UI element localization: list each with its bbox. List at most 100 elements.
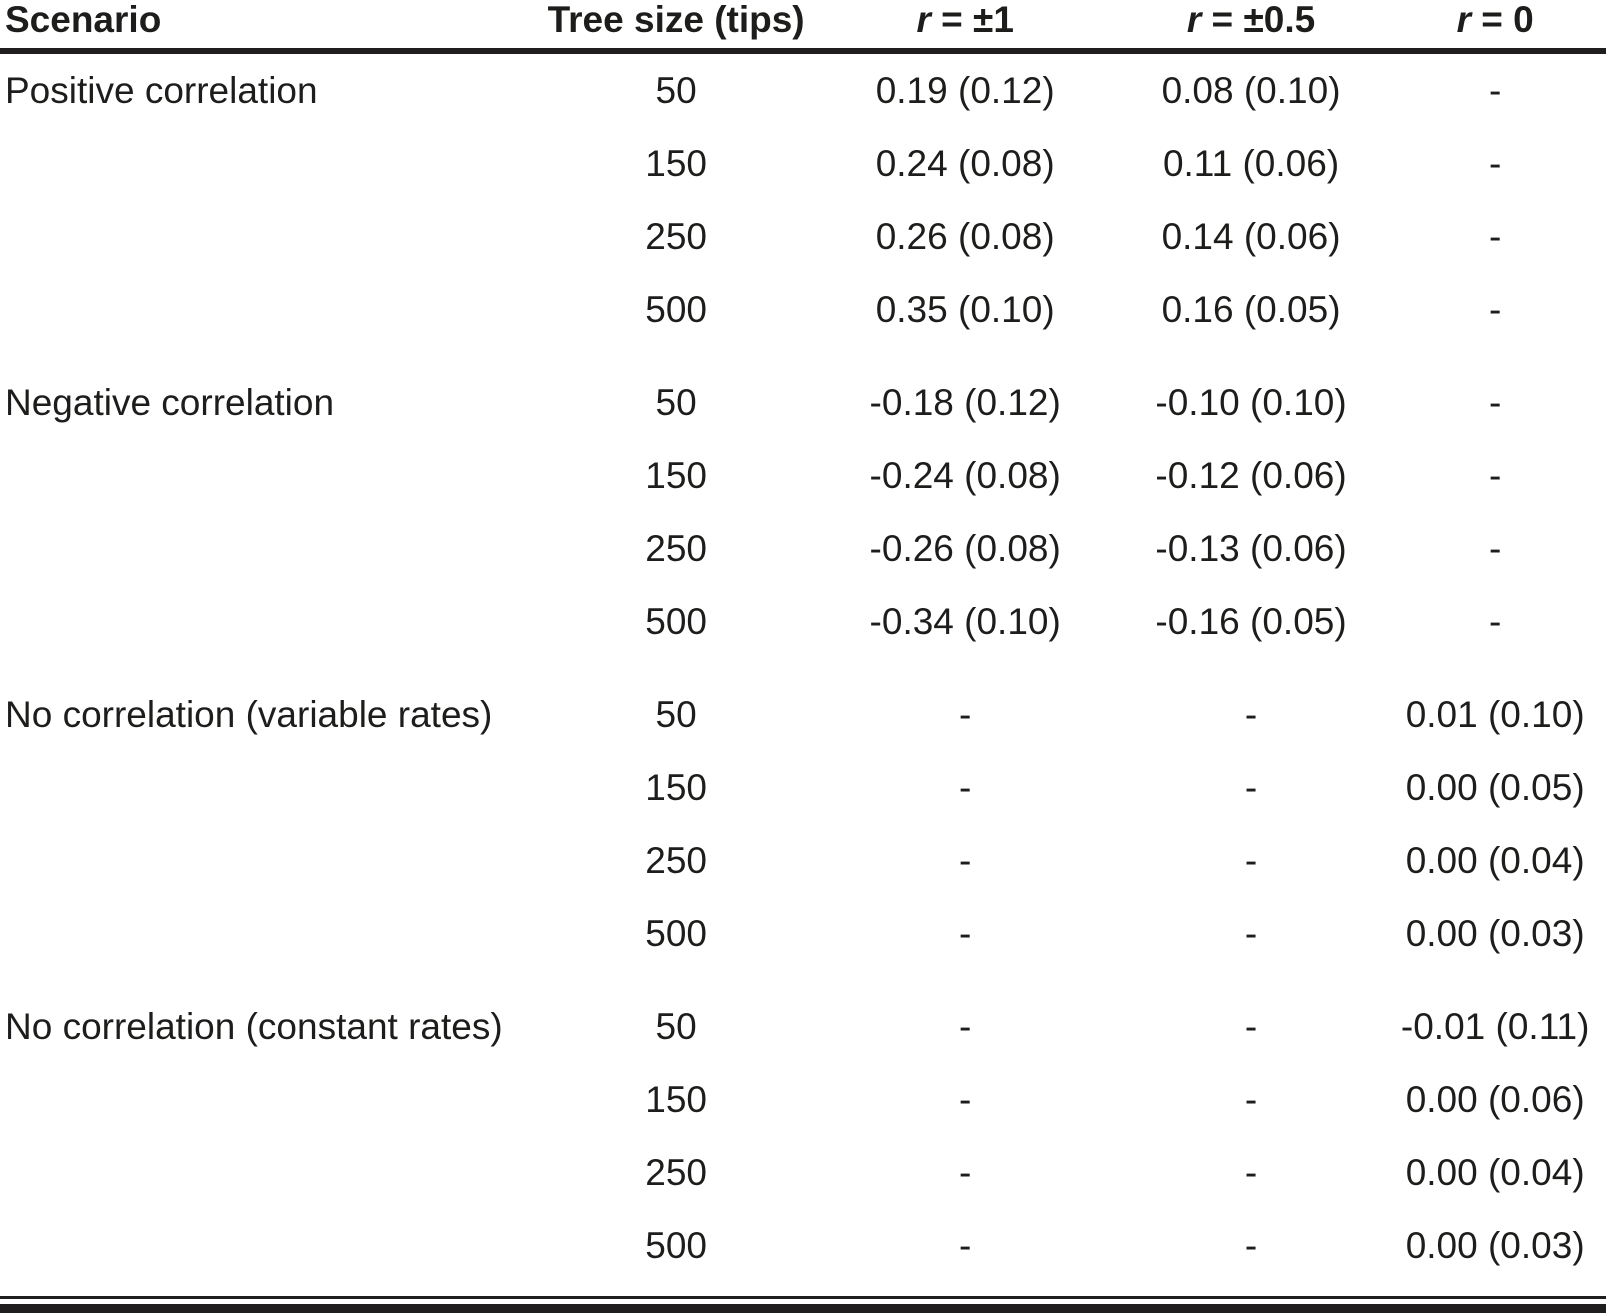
r1-value-cell: 0.26 (0.08) <box>875 215 1055 257</box>
scenario-cell: Positive correlation <box>5 69 318 111</box>
scenario-cell: No correlation (constant rates) <box>5 1005 503 1047</box>
r0-equals-label: = 0 <box>1471 0 1534 40</box>
r1-value-cell: -0.18 (0.12) <box>869 381 1061 423</box>
scenario-cell <box>0 200 540 273</box>
table-header: Scenario Tree size (tips) r = ±1 r = ±0.… <box>0 0 1606 54</box>
r1-value-cell: - <box>959 1151 972 1193</box>
r05-value-cell: 0.11 (0.06) <box>1162 142 1340 184</box>
scenario-cell <box>0 824 540 897</box>
r1-value-cell: - <box>959 1078 972 1120</box>
table-row: 150 - - 0.00 (0.05) <box>0 751 1606 824</box>
r05-value-cell: -0.10 (0.10) <box>1155 381 1347 423</box>
r1-value-cell: - <box>959 912 972 954</box>
tree-size-cell: 50 <box>655 69 697 111</box>
table-bottom-rule <box>0 1296 1606 1313</box>
table-row: Negative correlation 50 -0.18 (0.12) -0.… <box>0 346 1606 439</box>
r0-value-cell: 0.00 (0.03) <box>1405 1224 1585 1266</box>
tree-size-cell: 150 <box>645 1078 707 1120</box>
r0-value-cell: - <box>1489 600 1502 642</box>
r1-value-cell: -0.34 (0.10) <box>869 600 1061 642</box>
tree-size-cell: 500 <box>645 600 707 642</box>
tree-size-cell: 50 <box>655 693 697 735</box>
r05-value-cell: - <box>1244 912 1258 954</box>
table-row: 500 - - 0.00 (0.03) <box>0 1209 1606 1282</box>
table-row: 500 0.35 (0.10) 0.16 (0.05) - <box>0 273 1606 346</box>
tree-size-cell: 500 <box>645 288 707 330</box>
r05-value-cell: 0.14 (0.06) <box>1161 215 1341 257</box>
table-row: 500 -0.34 (0.10) -0.16 (0.05) - <box>0 585 1606 658</box>
r1-equals-label: = ±1 <box>930 0 1014 40</box>
table-body: Positive correlation 50 0.19 (0.12) 0.08… <box>0 51 1606 1282</box>
r1-value-cell: - <box>959 1224 972 1266</box>
scenario-cell <box>0 273 540 346</box>
table-row: 250 - - 0.00 (0.04) <box>0 1136 1606 1209</box>
r0-value-cell: - <box>1489 215 1502 257</box>
tree-size-cell: 150 <box>645 142 707 184</box>
r-symbol: r <box>916 0 931 40</box>
r05-value-cell: 0.16 (0.05) <box>1161 288 1341 330</box>
header-row: Scenario Tree size (tips) r = ±1 r = ±0.… <box>0 0 1606 54</box>
table-row: 250 0.26 (0.08) 0.14 (0.06) - <box>0 200 1606 273</box>
table-row: 150 -0.24 (0.08) -0.12 (0.06) - <box>0 439 1606 512</box>
r05-value-cell: - <box>1244 1151 1258 1193</box>
scenario-cell <box>0 897 540 970</box>
r0-value-cell: 0.00 (0.06) <box>1405 1078 1585 1120</box>
tree-size-cell: 50 <box>655 1005 697 1047</box>
tree-size-cell: 500 <box>645 912 707 954</box>
r0-value-cell: -0.01 (0.11) <box>1400 1005 1590 1047</box>
col-header-tree-size: Tree size (tips) <box>539 0 813 54</box>
r05-value-cell: - <box>1244 693 1258 735</box>
r05-value-cell: -0.12 (0.06) <box>1155 454 1347 496</box>
table-row: 250 - - 0.00 (0.04) <box>0 824 1606 897</box>
r1-value-cell: 0.19 (0.12) <box>875 69 1055 111</box>
scenario-cell <box>0 439 540 512</box>
r1-value-cell: -0.26 (0.08) <box>869 527 1061 569</box>
col-header-scenario: Scenario <box>0 0 540 54</box>
scenario-cell <box>0 751 540 824</box>
scenario-cell <box>0 127 540 200</box>
table-row: No correlation (constant rates) 50 - - -… <box>0 970 1606 1063</box>
r0-value-cell: 0.00 (0.03) <box>1405 912 1585 954</box>
tree-size-cell: 50 <box>655 381 697 423</box>
r05-equals-label: = ±0.5 <box>1201 0 1316 40</box>
tree-size-cell: 250 <box>645 527 707 569</box>
r05-value-cell: - <box>1244 1078 1258 1120</box>
tree-size-cell: 500 <box>645 1224 707 1266</box>
table-row: 150 0.24 (0.08) 0.11 (0.06) - <box>0 127 1606 200</box>
table-row: Positive correlation 50 0.19 (0.12) 0.08… <box>0 51 1606 127</box>
r05-value-cell: - <box>1244 839 1258 881</box>
r0-value-cell: - <box>1489 527 1502 569</box>
r1-value-cell: - <box>959 1005 972 1047</box>
tree-size-cell: 250 <box>645 1151 707 1193</box>
r0-value-cell: 0.00 (0.04) <box>1405 1151 1585 1193</box>
r1-value-cell: 0.24 (0.08) <box>875 142 1055 184</box>
r-symbol: r <box>1456 0 1471 40</box>
scenario-cell <box>0 585 540 658</box>
table-row: 250 -0.26 (0.08) -0.13 (0.06) - <box>0 512 1606 585</box>
r0-value-cell: - <box>1489 381 1502 423</box>
r1-value-cell: 0.35 (0.10) <box>875 288 1055 330</box>
col-header-r-plusminus-1: r = ±1 <box>812 0 1118 54</box>
r1-value-cell: - <box>959 693 972 735</box>
r05-value-cell: - <box>1244 1224 1258 1266</box>
scenario-cell <box>0 512 540 585</box>
r05-value-cell: 0.08 (0.10) <box>1161 69 1341 111</box>
r05-value-cell: - <box>1244 1005 1258 1047</box>
tree-size-cell: 150 <box>645 454 707 496</box>
r1-value-cell: - <box>959 766 972 808</box>
r0-value-cell: - <box>1489 142 1502 184</box>
tree-size-cell: 250 <box>645 215 707 257</box>
r05-value-cell: -0.16 (0.05) <box>1155 600 1347 642</box>
scenario-cell: No correlation (variable rates) <box>5 693 493 735</box>
table-row: 500 - - 0.00 (0.03) <box>0 897 1606 970</box>
r0-value-cell: 0.01 (0.10) <box>1405 693 1585 735</box>
table-row: No correlation (variable rates) 50 - - 0… <box>0 658 1606 751</box>
results-table: Scenario Tree size (tips) r = ±1 r = ±0.… <box>0 0 1606 1282</box>
scenario-cell <box>0 1209 540 1282</box>
scenario-cell: Negative correlation <box>5 381 335 423</box>
col-header-r-zero: r = 0 <box>1384 0 1606 54</box>
scenario-cell <box>0 1136 540 1209</box>
r0-value-cell: - <box>1489 69 1502 111</box>
r05-value-cell: -0.13 (0.06) <box>1155 527 1347 569</box>
